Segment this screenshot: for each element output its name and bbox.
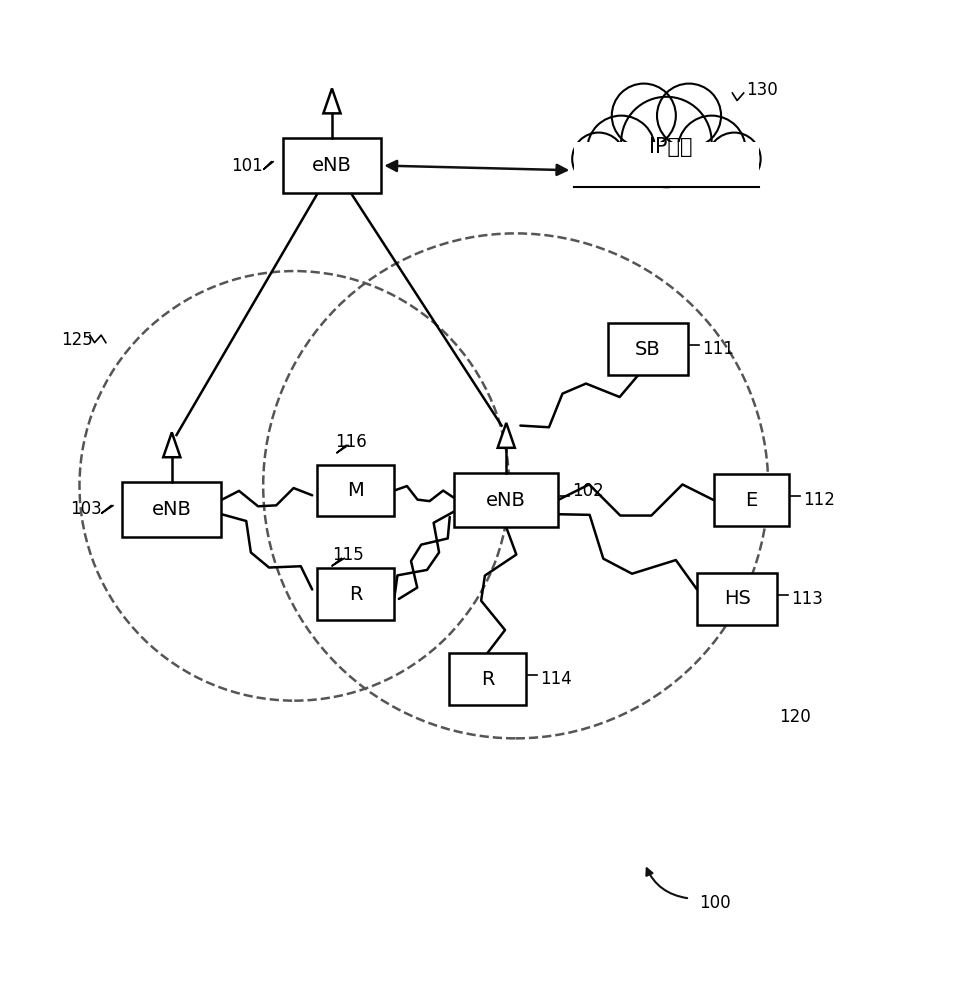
Polygon shape	[323, 88, 340, 113]
Text: 101: 101	[230, 157, 263, 175]
FancyBboxPatch shape	[575, 142, 759, 187]
Text: R: R	[481, 670, 494, 689]
Text: E: E	[745, 490, 757, 510]
FancyBboxPatch shape	[316, 465, 394, 516]
FancyBboxPatch shape	[316, 568, 394, 620]
Text: 100: 100	[700, 894, 731, 912]
Circle shape	[657, 84, 721, 148]
Text: 116: 116	[335, 433, 366, 451]
FancyBboxPatch shape	[713, 474, 789, 526]
Circle shape	[573, 133, 625, 185]
FancyBboxPatch shape	[283, 138, 381, 193]
Text: 113: 113	[792, 590, 823, 608]
Text: SB: SB	[635, 340, 661, 359]
Text: 130: 130	[747, 81, 778, 99]
Text: 120: 120	[779, 708, 812, 726]
Text: R: R	[349, 585, 362, 604]
Text: 115: 115	[332, 546, 363, 564]
FancyBboxPatch shape	[454, 473, 558, 527]
Text: 112: 112	[803, 491, 835, 509]
Polygon shape	[163, 432, 181, 457]
Circle shape	[587, 116, 655, 183]
Polygon shape	[498, 423, 515, 448]
Text: eNB: eNB	[152, 500, 192, 519]
Text: 114: 114	[540, 670, 572, 688]
FancyBboxPatch shape	[122, 482, 221, 537]
Text: IP网络: IP网络	[649, 137, 693, 157]
Text: eNB: eNB	[487, 490, 526, 510]
Text: eNB: eNB	[312, 156, 352, 175]
FancyBboxPatch shape	[448, 653, 526, 705]
Circle shape	[612, 84, 676, 148]
Text: 125: 125	[61, 331, 94, 349]
Text: 111: 111	[702, 340, 733, 358]
Text: M: M	[347, 481, 364, 500]
FancyBboxPatch shape	[608, 323, 687, 375]
Circle shape	[707, 133, 761, 185]
Circle shape	[678, 116, 746, 183]
Text: 103: 103	[71, 500, 102, 518]
FancyBboxPatch shape	[697, 573, 777, 625]
Circle shape	[621, 97, 711, 187]
Text: HS: HS	[724, 589, 750, 608]
Text: 102: 102	[573, 482, 604, 500]
